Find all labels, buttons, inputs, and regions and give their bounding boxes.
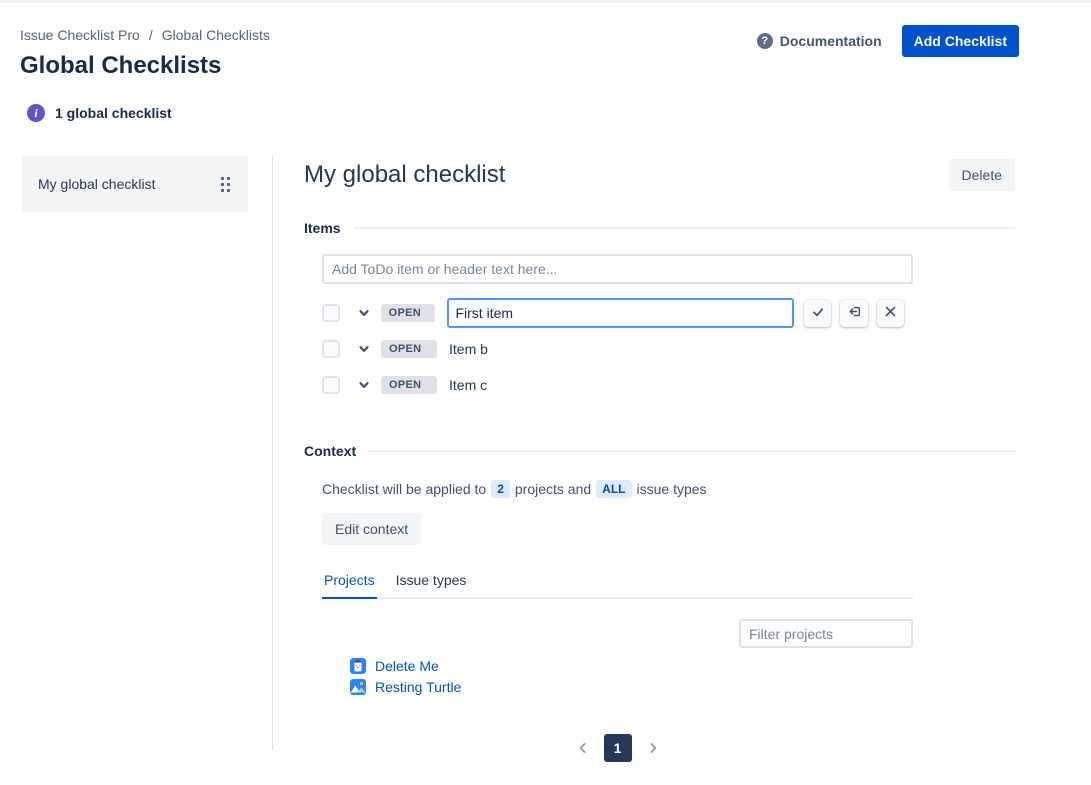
checklist-item-row: OPEN: [322, 295, 913, 331]
checklist-item-row: OPEN Item c: [322, 367, 913, 403]
context-summary-suffix: issue types: [636, 481, 707, 497]
previous-page-icon[interactable]: [575, 740, 591, 756]
context-tabs: Projects Issue types: [322, 572, 913, 599]
tab-projects[interactable]: Projects: [322, 572, 377, 599]
chevron-down-icon[interactable]: [357, 306, 371, 320]
chevron-down-icon[interactable]: [357, 378, 371, 392]
item-status-badge[interactable]: OPEN: [380, 304, 436, 322]
item-status-badge[interactable]: OPEN: [381, 340, 437, 358]
sidebar-item-my-global-checklist[interactable]: My global checklist: [22, 156, 248, 212]
drag-handle-icon[interactable]: [220, 176, 232, 192]
context-section-body: Checklist will be applied to 2 projects …: [322, 480, 913, 762]
items-section-header: Items: [304, 220, 1015, 236]
projects-count-badge: 2: [491, 480, 510, 498]
sidebar-item-label: My global checklist: [38, 176, 156, 192]
checklist-detail: My global checklist Delete Items: [273, 155, 1091, 762]
add-item-input[interactable]: [322, 254, 913, 284]
arrow-into-box-icon: [847, 304, 862, 322]
project-row: Delete Me: [350, 655, 913, 676]
next-page-icon[interactable]: [645, 740, 661, 756]
item-text[interactable]: Item b: [449, 341, 488, 357]
documentation-label: Documentation: [779, 33, 882, 49]
items-section-body: OPEN: [322, 236, 913, 403]
info-icon: i: [27, 104, 45, 122]
context-summary-prefix: Checklist will be applied to: [322, 481, 487, 497]
project-avatar-person-icon: [350, 657, 366, 674]
filter-row: [322, 619, 913, 648]
breadcrumb: Issue Checklist Pro / Global Checklists: [20, 27, 1019, 43]
close-icon: [884, 305, 897, 321]
context-section-label: Context: [304, 443, 357, 459]
cancel-edit-button[interactable]: [876, 299, 905, 327]
checklist-item-row: OPEN Item b: [322, 331, 913, 367]
documentation-link[interactable]: ? Documentation: [756, 33, 882, 49]
item-text[interactable]: Item c: [449, 377, 488, 393]
checklist-count-text: 1 global checklist: [55, 105, 172, 121]
content-split: My global checklist My global checklist …: [0, 155, 1091, 762]
filter-projects-input[interactable]: [739, 619, 913, 648]
header-actions: ? Documentation Add Checklist: [756, 25, 1019, 57]
delete-checklist-button[interactable]: Delete: [948, 159, 1015, 191]
issue-types-count-badge: ALL: [596, 480, 632, 498]
section-rule: [353, 227, 1015, 229]
checklist-sidebar: My global checklist: [0, 155, 273, 750]
breadcrumb-separator: /: [148, 27, 153, 43]
item-checkbox[interactable]: [322, 340, 340, 358]
save-and-exit-button[interactable]: [840, 299, 868, 327]
confirm-item-button[interactable]: [804, 299, 832, 327]
context-summary: Checklist will be applied to 2 projects …: [322, 480, 913, 498]
items-section-label: Items: [304, 220, 341, 236]
checklist-title: My global checklist: [304, 161, 506, 188]
project-avatar-mountains-icon: [350, 678, 366, 695]
item-edit-input[interactable]: [447, 298, 795, 328]
item-status-badge[interactable]: OPEN: [381, 376, 437, 394]
detail-header: My global checklist Delete: [304, 157, 1015, 193]
breadcrumb-app-link[interactable]: Issue Checklist Pro: [20, 27, 140, 43]
context-section-header: Context: [304, 443, 1015, 459]
tab-issue-types[interactable]: Issue types: [395, 572, 467, 588]
page-title: Global Checklists: [20, 52, 222, 79]
edit-context-button[interactable]: Edit context: [322, 513, 422, 545]
project-row: Resting Turtle: [350, 676, 913, 697]
section-rule: [369, 450, 1015, 452]
project-link-resting-turtle[interactable]: Resting Turtle: [375, 678, 462, 695]
item-checkbox[interactable]: [322, 304, 340, 322]
pagination: 1: [322, 734, 913, 762]
page-header: Issue Checklist Pro / Global Checklists …: [0, 3, 1091, 122]
project-link-delete-me[interactable]: Delete Me: [375, 657, 439, 674]
add-checklist-button[interactable]: Add Checklist: [901, 25, 1019, 57]
checklist-count-banner: i 1 global checklist: [20, 104, 1019, 122]
breadcrumb-page-link[interactable]: Global Checklists: [161, 27, 270, 43]
check-icon: [811, 305, 825, 322]
project-list: Delete Me Resting Turtle: [322, 655, 913, 697]
help-icon: ?: [756, 33, 773, 49]
checklist-items: OPEN: [322, 295, 913, 403]
item-checkbox[interactable]: [322, 376, 340, 394]
current-page-button[interactable]: 1: [603, 734, 632, 762]
context-summary-middle: projects and: [514, 481, 592, 497]
chevron-down-icon[interactable]: [357, 342, 371, 356]
